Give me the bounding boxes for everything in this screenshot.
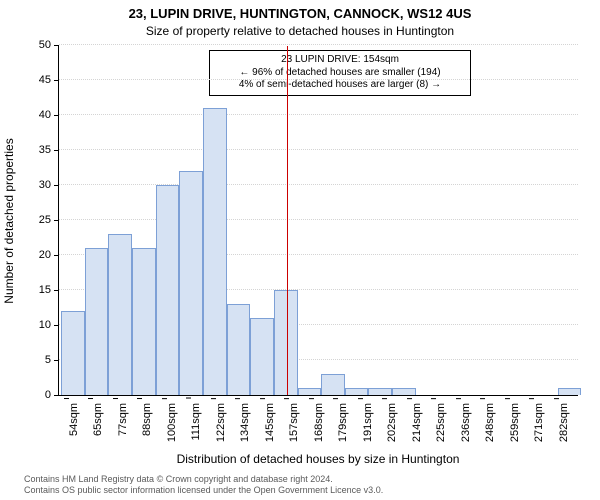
y-tick-label: 10 [39, 319, 59, 331]
histogram-bar [132, 248, 156, 395]
x-axis-label: Distribution of detached houses by size … [58, 452, 578, 466]
y-tick-label: 40 [39, 109, 59, 121]
x-tick-label: 191sqm [362, 403, 374, 442]
x-tick-label: 259sqm [509, 403, 521, 442]
y-tick-label: 30 [39, 179, 59, 191]
histogram-bar [156, 185, 180, 395]
histogram-bar [321, 374, 345, 395]
annotation-box: 23 LUPIN DRIVE: 154sqm ← 96% of detached… [209, 50, 471, 96]
histogram-bar [85, 248, 109, 395]
annotation-line-3: 4% of semi-detached houses are larger (8… [216, 79, 464, 92]
histogram-bar [274, 290, 298, 395]
y-tick-label: 20 [39, 249, 59, 261]
x-tick-label: 236sqm [460, 403, 472, 442]
histogram-bar [227, 304, 251, 395]
footer-line-1: Contains HM Land Registry data © Crown c… [24, 474, 600, 485]
x-tick-label: 168sqm [313, 403, 325, 442]
y-tick-label: 25 [39, 214, 59, 226]
histogram-bar [61, 311, 85, 395]
x-tick-label: 77sqm [117, 403, 129, 436]
x-tick-label: 65sqm [92, 403, 104, 436]
gridline [59, 219, 578, 220]
histogram-bar [203, 108, 227, 395]
reference-line [287, 46, 288, 395]
gridline [59, 44, 578, 45]
x-tick-label: 111sqm [190, 403, 202, 441]
annotation-line-2: ← 96% of detached houses are smaller (19… [216, 67, 464, 80]
y-tick-label: 5 [45, 354, 59, 366]
histogram-bar [179, 171, 203, 395]
gridline [59, 149, 578, 150]
y-tick-label: 50 [39, 39, 59, 51]
histogram-bar [345, 388, 369, 395]
footer-line-2: Contains OS public sector information li… [24, 485, 600, 496]
x-tick-label: 122sqm [215, 403, 227, 442]
plot-area: 23 LUPIN DRIVE: 154sqm ← 96% of detached… [58, 46, 578, 396]
footer-attribution: Contains HM Land Registry data © Crown c… [0, 474, 600, 496]
x-tick-label: 202sqm [386, 403, 398, 442]
y-tick-label: 0 [45, 389, 59, 401]
x-tick-label: 157sqm [288, 403, 300, 442]
gridline [59, 114, 578, 115]
histogram-bar [392, 388, 416, 395]
y-tick-label: 15 [39, 284, 59, 296]
x-tick-label: 145sqm [264, 403, 276, 442]
x-tick-label: 214sqm [411, 403, 423, 442]
gridline [59, 79, 578, 80]
histogram-bar [558, 388, 582, 395]
histogram-bar [298, 388, 322, 395]
y-tick-label: 35 [39, 144, 59, 156]
x-tick-label: 179sqm [337, 403, 349, 442]
histogram-bar [368, 388, 392, 395]
y-tick-label: 45 [39, 74, 59, 86]
x-tick-label: 225sqm [435, 403, 447, 442]
annotation-line-1: 23 LUPIN DRIVE: 154sqm [216, 54, 464, 67]
x-tick-label: 271sqm [533, 403, 545, 442]
x-tick-label: 100sqm [166, 403, 178, 442]
x-tick-label: 54sqm [68, 403, 80, 436]
histogram-bar [108, 234, 132, 395]
histogram-bar [250, 318, 274, 395]
x-tick-label: 282sqm [558, 403, 570, 442]
x-tick-label: 134sqm [239, 403, 251, 442]
x-tick-label: 248sqm [484, 403, 496, 442]
x-tick-label: 88sqm [141, 403, 153, 436]
chart-title-sub: Size of property relative to detached ho… [0, 24, 600, 38]
chart-title-main: 23, LUPIN DRIVE, HUNTINGTON, CANNOCK, WS… [0, 6, 600, 21]
gridline [59, 184, 578, 185]
y-axis-label: Number of detached properties [2, 138, 16, 303]
